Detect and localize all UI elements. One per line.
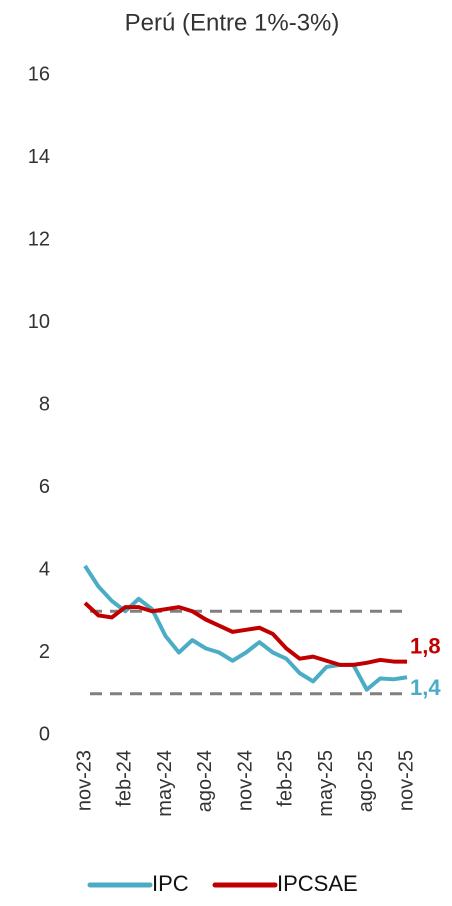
x-tick-label: nov-23 <box>73 750 95 811</box>
y-tick-label: 6 <box>39 476 50 498</box>
series-line <box>83 601 407 667</box>
y-tick-label: 4 <box>39 558 50 580</box>
y-tick-label: 16 <box>28 63 50 85</box>
series-line <box>83 564 408 692</box>
y-tick-label: 0 <box>39 723 50 745</box>
end-label: 1,8 <box>410 633 441 658</box>
x-tick-label: feb-24 <box>114 750 136 807</box>
legend-label: IPC <box>152 871 189 896</box>
legend-label: IPCSAE <box>277 871 358 896</box>
x-tick-label: may-24 <box>154 750 176 817</box>
y-tick-label: 10 <box>28 311 50 333</box>
y-tick-label: 2 <box>39 641 50 663</box>
y-tick-label: 14 <box>28 146 50 168</box>
x-tick-label: feb-25 <box>275 750 297 807</box>
x-tick-label: nov-25 <box>395 750 417 811</box>
y-tick-label: 12 <box>28 228 50 250</box>
y-tick-label: 8 <box>39 393 50 415</box>
x-tick-label: may-25 <box>315 750 337 817</box>
x-tick-label: nov-24 <box>234 750 256 811</box>
x-tick-label: ago-24 <box>194 750 216 812</box>
x-tick-label: ago-25 <box>355 750 377 812</box>
chart-title: Perú (Entre 1%-3%) <box>125 9 340 36</box>
end-label: 1,4 <box>410 675 441 700</box>
